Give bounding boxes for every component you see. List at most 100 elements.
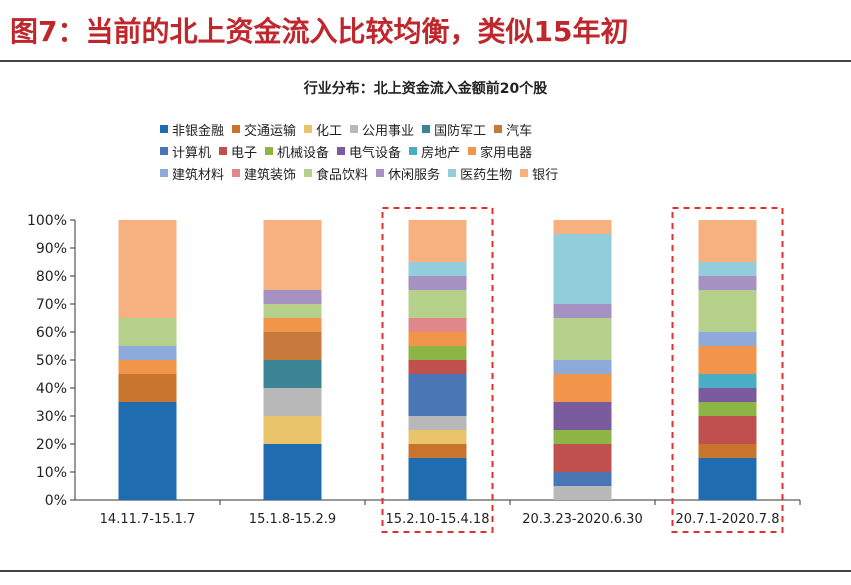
bar-segment bbox=[698, 458, 757, 500]
legend-label: 化工 bbox=[316, 123, 343, 139]
bar-segment bbox=[553, 402, 612, 430]
legend-item: 家用电器 bbox=[468, 142, 532, 161]
legend-label: 公用事业 bbox=[362, 123, 415, 139]
bar-segment bbox=[263, 290, 322, 304]
bar-segment bbox=[408, 262, 467, 276]
bar-segment bbox=[263, 318, 322, 332]
figure-header: 图7：当前的北上资金流入比较均衡，类似15年初 bbox=[0, 0, 851, 62]
legend-swatch bbox=[520, 169, 529, 177]
bar-segment bbox=[118, 220, 177, 318]
bar-segment bbox=[408, 374, 467, 416]
legend-item: 化工 bbox=[304, 120, 342, 139]
legend-item: 房地产 bbox=[409, 142, 460, 161]
legend-item: 计算机 bbox=[160, 142, 211, 161]
legend-label: 交通运输 bbox=[244, 123, 297, 139]
legend-label: 食品饮料 bbox=[316, 167, 369, 183]
y-tick-label: 90% bbox=[36, 241, 67, 257]
legend-label: 休闲服务 bbox=[388, 167, 441, 183]
y-tick-label: 40% bbox=[36, 381, 67, 397]
y-tick-label: 60% bbox=[36, 325, 67, 341]
legend-swatch bbox=[219, 147, 228, 155]
legend-item: 银行 bbox=[520, 164, 558, 183]
bar-segment bbox=[118, 318, 177, 346]
bar-segment bbox=[553, 486, 612, 500]
bar-segment bbox=[118, 402, 177, 500]
bar-segment bbox=[698, 220, 757, 262]
legend-row: 建筑材料 建筑装饰 食品饮料 休闲服务 医药生物 银行 bbox=[160, 162, 720, 184]
legend-label: 计算机 bbox=[172, 145, 212, 161]
bar-segment bbox=[408, 276, 467, 290]
bar-segment bbox=[263, 360, 322, 388]
legend-swatch bbox=[160, 169, 168, 177]
legend-label: 国防军工 bbox=[434, 123, 487, 139]
legend-swatch bbox=[468, 147, 477, 155]
y-tick-label: 20% bbox=[36, 437, 67, 453]
legend-label: 房地产 bbox=[421, 145, 461, 161]
bar-segment bbox=[408, 346, 467, 360]
legend-swatch bbox=[304, 169, 313, 177]
bar-segment bbox=[698, 416, 757, 444]
bar-segment bbox=[698, 276, 757, 290]
bar-segment bbox=[553, 234, 612, 304]
bar-segment bbox=[698, 346, 757, 374]
legend-swatch bbox=[494, 125, 503, 133]
legend-label: 汽车 bbox=[506, 123, 533, 139]
x-tick-label: 20.3.23-2020.6.30 bbox=[522, 512, 642, 527]
legend-label: 非银金融 bbox=[172, 123, 225, 139]
bar-segment bbox=[118, 346, 177, 360]
bar-segment bbox=[118, 374, 177, 402]
legend-label: 建筑材料 bbox=[172, 167, 225, 183]
legend-item: 机械设备 bbox=[265, 142, 329, 161]
legend-swatch bbox=[409, 147, 418, 155]
legend-swatch bbox=[304, 125, 313, 133]
legend-row: 计算机 电子 机械设备 电气设备 房地产 家用电器 bbox=[160, 140, 720, 162]
bar-segment bbox=[698, 402, 757, 416]
legend-label: 机械设备 bbox=[277, 145, 330, 161]
legend-label: 电气设备 bbox=[349, 145, 402, 161]
bar-segment bbox=[408, 458, 467, 500]
bar-segment bbox=[698, 388, 757, 402]
legend-item: 休闲服务 bbox=[376, 164, 440, 183]
legend-item: 电气设备 bbox=[337, 142, 401, 161]
legend-swatch bbox=[448, 169, 457, 177]
bar-segment bbox=[698, 262, 757, 276]
bar-segment bbox=[408, 332, 467, 346]
y-tick-label: 10% bbox=[36, 465, 67, 481]
bar-segment bbox=[553, 444, 612, 472]
bar-segment bbox=[408, 220, 467, 262]
bar-segment bbox=[553, 360, 612, 374]
chart-legend: 非银金融 交通运输 化工 公用事业 国防军工 汽车计算机 电子 机械设备 电气设备 房地产 家用电器… bbox=[160, 118, 720, 184]
bar-segment bbox=[263, 444, 322, 500]
x-tick-label: 15.2.10-15.4.18 bbox=[386, 512, 490, 527]
legend-item: 电子 bbox=[219, 142, 257, 161]
y-tick-label: 100% bbox=[27, 213, 67, 229]
legend-label: 家用电器 bbox=[480, 145, 533, 161]
highlight-box bbox=[381, 207, 494, 533]
legend-swatch bbox=[232, 125, 241, 133]
legend-swatch bbox=[232, 169, 241, 177]
bar-segment bbox=[263, 304, 322, 318]
bar-segment bbox=[408, 318, 467, 332]
highlight-box bbox=[671, 207, 784, 533]
legend-item: 公用事业 bbox=[350, 120, 414, 139]
legend-item: 建筑材料 bbox=[160, 164, 224, 183]
legend-swatch bbox=[422, 125, 431, 133]
bar-segment bbox=[553, 220, 612, 234]
bar-segment bbox=[553, 304, 612, 318]
legend-item: 国防军工 bbox=[422, 120, 486, 139]
bar-segment bbox=[408, 360, 467, 374]
bar-segment bbox=[263, 388, 322, 416]
bar-segment bbox=[553, 374, 612, 402]
figure-title: 图7：当前的北上资金流入比较均衡，类似15年初 bbox=[10, 15, 629, 48]
legend-item: 非银金融 bbox=[160, 120, 224, 139]
legend-item: 医药生物 bbox=[448, 164, 512, 183]
legend-item: 汽车 bbox=[494, 120, 532, 139]
bar-segment bbox=[408, 430, 467, 444]
legend-item: 食品饮料 bbox=[304, 164, 368, 183]
bar-segment bbox=[408, 416, 467, 430]
legend-swatch bbox=[160, 125, 168, 133]
bar-segment bbox=[263, 416, 322, 444]
bar-segment bbox=[263, 220, 322, 290]
legend-label: 银行 bbox=[532, 167, 559, 183]
bar-segment bbox=[408, 290, 467, 318]
